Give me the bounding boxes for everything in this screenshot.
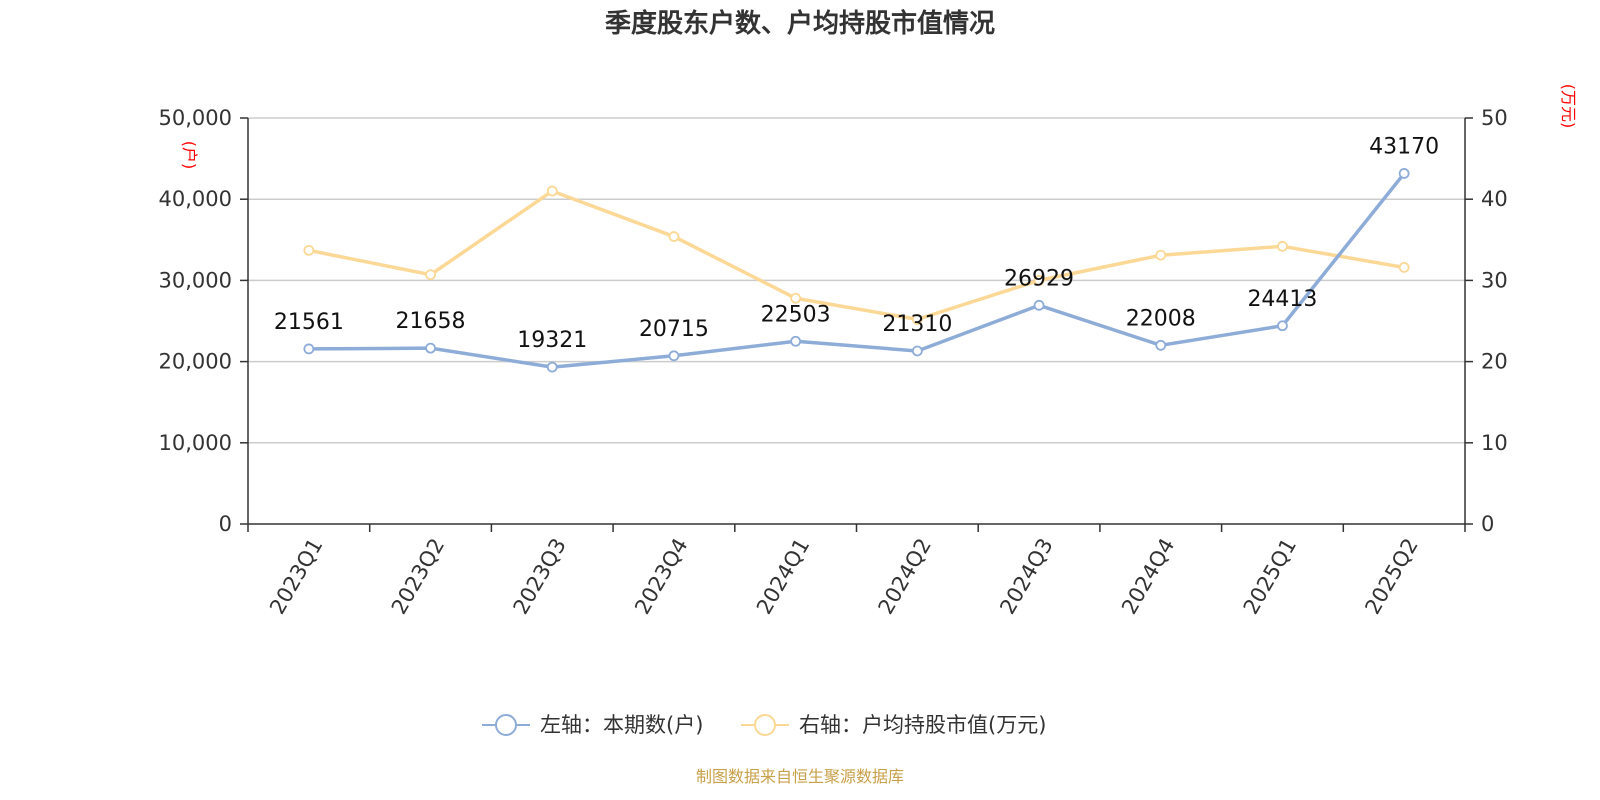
- left-axis-tick-label: 30,000: [159, 268, 232, 292]
- series-layer: [303, 168, 1410, 373]
- data-point-avg-value: [911, 313, 923, 325]
- x-axis-tick-label: 2023Q1: [265, 534, 327, 618]
- data-label: 21658: [396, 309, 466, 334]
- data-label: 20715: [639, 317, 709, 342]
- x-axis-tick-label: 2024Q2: [874, 534, 936, 618]
- right-axis-tick-label: 50: [1481, 106, 1508, 130]
- data-point-avg-value: [1277, 240, 1288, 252]
- data-point-avg-value: [1033, 274, 1045, 286]
- left-axis-tick-label: 10,000: [159, 431, 232, 455]
- x-axis-tick-label: 2023Q3: [508, 534, 570, 618]
- data-point-households: [1033, 299, 1045, 311]
- series-line-avg-value: [307, 189, 1406, 322]
- right-axis-tick-label: 30: [1481, 268, 1508, 292]
- data-point-households: [1398, 168, 1410, 179]
- data-label: 21561: [274, 310, 344, 335]
- x-axis-tick-label: 2024Q4: [1117, 534, 1179, 618]
- left-axis-tick-label: 40,000: [159, 187, 232, 211]
- legend-marker-avg-value: [754, 714, 776, 736]
- legend-item-households[interactable]: 左轴：本期数(户): [482, 713, 703, 737]
- data-point-households: [790, 335, 802, 347]
- grid-lines: [248, 117, 1465, 444]
- left-axis-tick-label: 20,000: [159, 350, 232, 374]
- x-axis-tick-label: 2024Q1: [752, 534, 814, 618]
- data-point-avg-value: [668, 231, 680, 242]
- x-axis-tick-label: 2025Q2: [1360, 534, 1422, 618]
- data-point-households: [546, 361, 558, 373]
- legend-marker-households: [495, 714, 517, 736]
- left-axis-tick-label: 50,000: [159, 106, 232, 130]
- data-source: 制图数据来自恒生聚源数据库: [696, 767, 904, 786]
- data-point-households: [668, 350, 680, 362]
- data-label: 43170: [1369, 134, 1439, 159]
- legend-label-households: 左轴：本期数(户): [540, 713, 703, 737]
- data-label: 19321: [517, 328, 587, 353]
- right-axis-tick-label: 40: [1481, 187, 1508, 211]
- data-point-households: [1277, 320, 1288, 332]
- right-axis-tick-label: 10: [1481, 431, 1508, 455]
- axes: [240, 117, 1473, 532]
- legend-label-avg-value: 右轴：户均持股市值(万元): [799, 713, 1046, 737]
- chart-title: 季度股东户数、户均持股市值情况: [605, 8, 995, 39]
- legend[interactable]: 左轴：本期数(户) 右轴：户均持股市值(万元): [482, 713, 1046, 737]
- x-axis-ticks: 2023Q1 2023Q2 2023Q3 2023Q4 2024Q1 2024Q2 2024…: [265, 534, 1423, 618]
- right-axis-tick-label: 0: [1481, 512, 1494, 536]
- data-point-avg-value: [425, 269, 436, 281]
- x-axis-tick-label: 2025Q1: [1239, 534, 1301, 618]
- data-label: 22008: [1126, 306, 1196, 331]
- series-line-households: [307, 171, 1406, 369]
- data-label: 24413: [1247, 287, 1317, 312]
- x-axis-tick-label: 2023Q2: [387, 534, 449, 618]
- left-axis-ticks: 0 10,000 20,000 30,000 40,000 50,000: [159, 106, 232, 536]
- right-axis-ticks: 0 10 20 30 40 50: [1481, 106, 1508, 536]
- data-point-avg-value: [546, 185, 558, 197]
- data-point-avg-value: [1398, 262, 1410, 273]
- data-label: 21310: [882, 312, 952, 337]
- left-axis-tick-label: 0: [219, 512, 232, 536]
- left-axis-unit: (户): [180, 141, 199, 170]
- data-point-avg-value: [790, 292, 802, 304]
- x-axis-tick-label: 2024Q3: [995, 534, 1057, 618]
- right-axis-tick-label: 20: [1481, 350, 1508, 374]
- data-point-avg-value: [1155, 249, 1167, 261]
- data-point-avg-value: [303, 244, 315, 256]
- data-labels: 21561 21658 19321 20715 22503 21310 26929 22008…: [274, 134, 1439, 353]
- legend-item-avg-value[interactable]: 右轴：户均持股市值(万元): [741, 713, 1046, 737]
- x-axis-tick-label: 2023Q4: [630, 534, 692, 618]
- data-label: 26929: [1004, 266, 1074, 291]
- data-label: 22503: [761, 302, 831, 327]
- data-point-households: [1155, 339, 1167, 351]
- data-point-households: [303, 343, 315, 355]
- right-axis-unit: (万元): [1559, 84, 1578, 129]
- data-point-households: [425, 342, 436, 354]
- data-point-households: [911, 345, 923, 357]
